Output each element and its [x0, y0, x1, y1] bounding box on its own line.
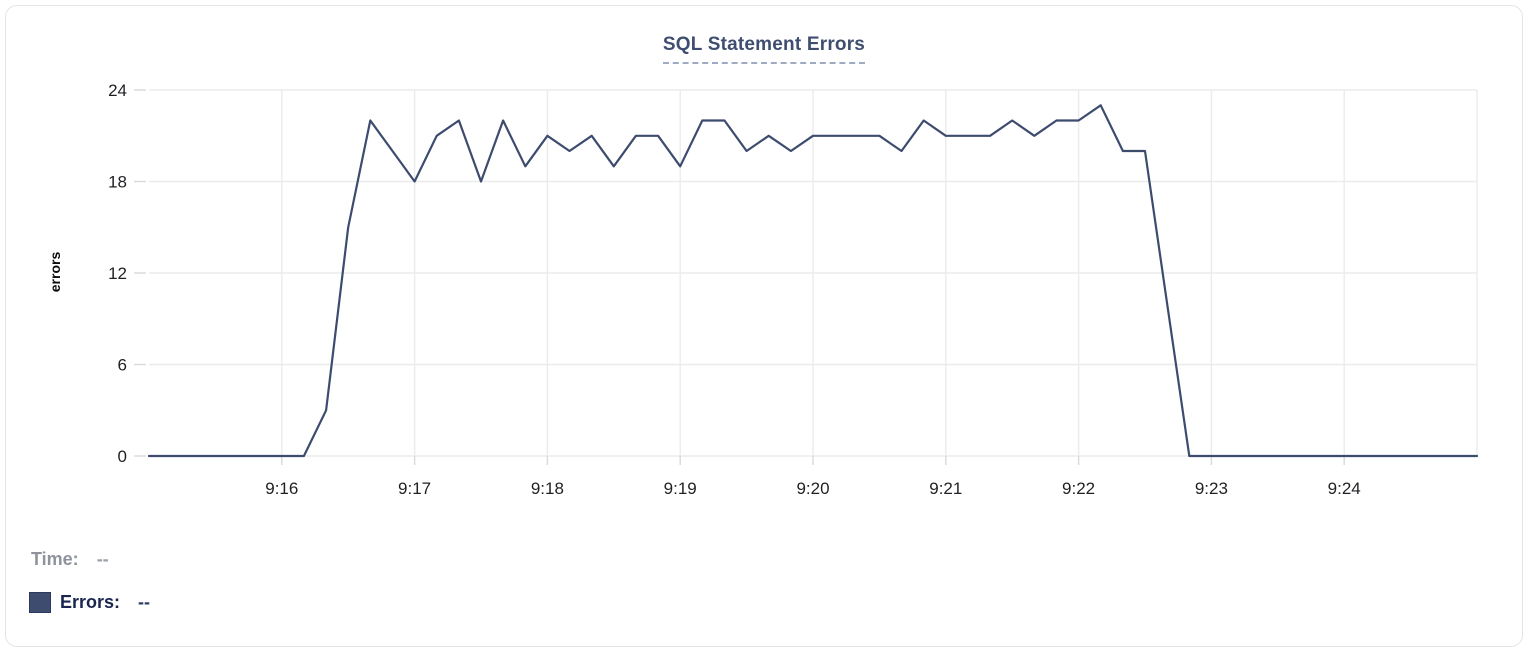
legend-errors-label: Errors: [60, 592, 121, 612]
y-tick-label: 0 [118, 447, 127, 466]
x-tick-label: 9:17 [398, 479, 431, 498]
chart-header: SQL Statement Errors [6, 34, 1522, 64]
x-tick-label: 9:19 [664, 479, 697, 498]
y-tick-label: 24 [108, 81, 127, 100]
legend-errors-value: -- [138, 592, 151, 612]
x-tick-label: 9:18 [531, 479, 564, 498]
x-tick-label: 9:22 [1062, 479, 1095, 498]
x-tick-label: 9:20 [796, 479, 829, 498]
x-tick-label: 9:21 [929, 479, 962, 498]
tooltip-time-value: -- [96, 549, 109, 569]
tooltip-time-label: Time: [31, 549, 79, 569]
x-gridlines: 9:16 9:17 9:18 9:19 9:20 9:21 9:22 9:23 9:24 [265, 90, 1478, 498]
chart-title[interactable]: SQL Statement Errors [662, 34, 866, 64]
y-tick-label: 12 [108, 264, 127, 283]
chart-panel: SQL Statement Errors 0 6 12 18 24 9:16 9:17 9:1… [5, 5, 1523, 647]
y-tick-label: 6 [118, 356, 127, 375]
legend-errors-row[interactable]: Errors: -- [29, 592, 150, 613]
y-gridlines: 0 6 12 18 24 [108, 81, 1477, 466]
tooltip-time-row: Time: -- [31, 549, 109, 570]
errors-line-series[interactable] [147, 104, 1479, 458]
y-tick-label: 18 [108, 173, 127, 192]
chart-canvas[interactable]: 0 6 12 18 24 9:16 9:17 9:18 9:19 9:20 9:21 9:22 9:23… [6, 6, 1528, 521]
errors-series-swatch-icon [29, 592, 51, 613]
x-tick-label: 9:16 [265, 479, 298, 498]
x-tick-label: 9:23 [1195, 479, 1228, 498]
x-tick-label: 9:24 [1328, 479, 1361, 498]
y-axis-title: errors [47, 251, 63, 293]
